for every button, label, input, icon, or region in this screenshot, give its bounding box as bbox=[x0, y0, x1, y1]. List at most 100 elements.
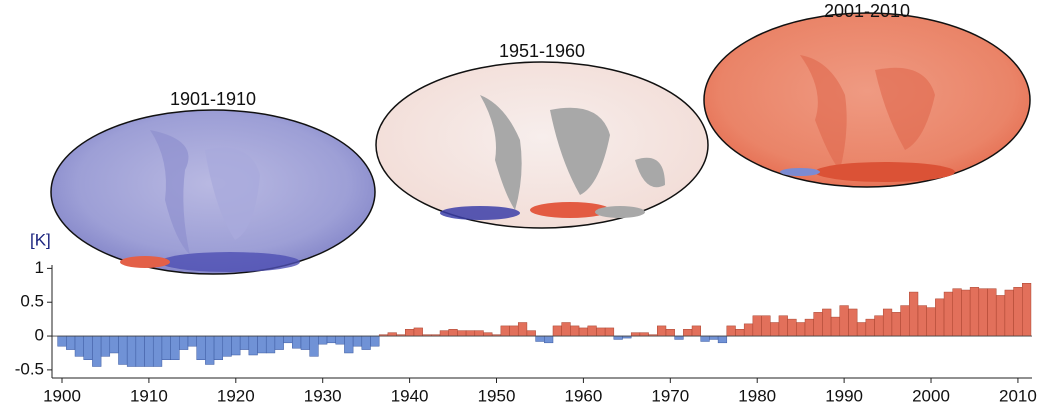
bar bbox=[830, 316, 841, 337]
bar bbox=[83, 335, 93, 360]
bar bbox=[361, 335, 371, 350]
bar bbox=[344, 335, 354, 354]
bar bbox=[639, 332, 649, 337]
bar bbox=[743, 323, 754, 337]
bar bbox=[813, 312, 823, 337]
bar bbox=[109, 335, 119, 354]
x-tick-label: 1970 bbox=[651, 386, 689, 405]
bar bbox=[257, 335, 267, 354]
bar bbox=[987, 288, 997, 337]
bar bbox=[561, 322, 571, 337]
bar bbox=[952, 288, 962, 337]
bar bbox=[683, 329, 693, 337]
bar bbox=[248, 335, 258, 356]
bar bbox=[370, 335, 380, 347]
bar bbox=[57, 335, 67, 347]
bar bbox=[578, 327, 589, 337]
bar bbox=[691, 325, 701, 337]
bar bbox=[448, 329, 458, 337]
bar bbox=[509, 325, 519, 337]
bar bbox=[665, 329, 675, 337]
bar bbox=[587, 325, 597, 337]
bar bbox=[170, 335, 180, 360]
bar bbox=[700, 335, 710, 342]
bar bbox=[769, 322, 780, 337]
x-tick-label: 1960 bbox=[564, 386, 602, 405]
bar bbox=[100, 335, 111, 357]
bar bbox=[761, 315, 771, 337]
bar bbox=[961, 289, 971, 337]
x-tick-label: 1950 bbox=[478, 386, 516, 405]
bar bbox=[726, 325, 736, 337]
bar bbox=[778, 315, 788, 337]
bar bbox=[405, 329, 415, 337]
bar bbox=[917, 305, 927, 337]
x-tick-label: 1910 bbox=[130, 386, 168, 405]
bar bbox=[231, 335, 241, 356]
bar bbox=[187, 335, 197, 347]
bar bbox=[735, 329, 745, 337]
bar bbox=[152, 335, 163, 367]
bar bbox=[604, 327, 615, 337]
bar bbox=[552, 325, 562, 337]
map-title: 1951-1960 bbox=[499, 41, 585, 61]
x-tick-label: 1920 bbox=[217, 386, 255, 405]
bar bbox=[66, 335, 76, 350]
x-tick-label: 2010 bbox=[999, 386, 1037, 405]
bar bbox=[126, 335, 137, 367]
bar bbox=[135, 335, 145, 367]
bar bbox=[265, 335, 276, 354]
bar bbox=[309, 335, 319, 357]
bar bbox=[848, 308, 858, 337]
bar bbox=[74, 335, 84, 357]
bar bbox=[318, 335, 328, 345]
map-2001 bbox=[703, 12, 1031, 188]
bar bbox=[570, 325, 580, 337]
bar bbox=[839, 305, 849, 337]
x-tick-label: 1990 bbox=[825, 386, 863, 405]
x-tick-label: 1930 bbox=[304, 386, 342, 405]
bar bbox=[326, 335, 336, 344]
bar bbox=[822, 308, 832, 337]
bar bbox=[457, 330, 467, 337]
bar bbox=[752, 315, 762, 337]
bar bbox=[909, 291, 919, 337]
bar bbox=[213, 335, 224, 360]
bar bbox=[874, 315, 884, 337]
bar bbox=[439, 330, 449, 337]
bar bbox=[283, 335, 293, 344]
bar bbox=[865, 318, 875, 337]
bar bbox=[900, 305, 910, 337]
bar bbox=[239, 335, 250, 350]
bar bbox=[856, 322, 867, 337]
x-tick-label: 1980 bbox=[738, 386, 776, 405]
bar bbox=[474, 330, 484, 337]
bar bbox=[804, 318, 814, 337]
bar bbox=[483, 332, 493, 337]
bar bbox=[995, 295, 1006, 337]
bar bbox=[274, 335, 284, 350]
bar bbox=[179, 335, 189, 350]
bar bbox=[118, 335, 128, 365]
map-title: 1901-1910 bbox=[170, 89, 256, 109]
bar bbox=[674, 335, 684, 340]
y-tick-label: 0.5 bbox=[20, 292, 44, 311]
bar bbox=[144, 335, 154, 367]
y-tick-label: 1 bbox=[35, 258, 44, 277]
bar bbox=[92, 335, 102, 367]
unit-label: [K] bbox=[30, 230, 51, 249]
bar bbox=[613, 335, 623, 340]
bar bbox=[517, 322, 528, 337]
bar bbox=[787, 318, 797, 337]
bar bbox=[630, 332, 641, 337]
bar bbox=[1022, 283, 1032, 337]
bar bbox=[969, 287, 980, 337]
y-tick-label: 0 bbox=[35, 326, 44, 345]
bar bbox=[596, 327, 606, 337]
bar bbox=[978, 288, 988, 337]
x-tick-label: 1900 bbox=[43, 386, 81, 405]
map-1901 bbox=[50, 109, 376, 275]
bar bbox=[161, 335, 171, 360]
bar bbox=[352, 335, 363, 347]
